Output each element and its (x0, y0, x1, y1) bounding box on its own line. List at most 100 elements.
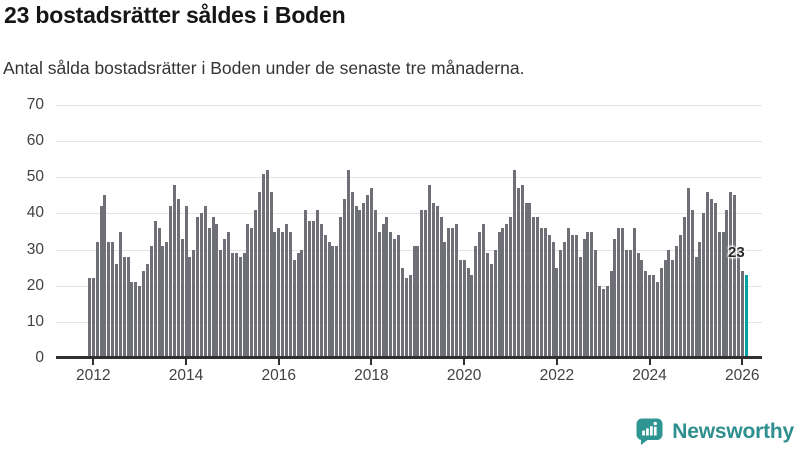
bar (234, 253, 238, 358)
bar (126, 256, 130, 358)
bar (254, 209, 258, 358)
bar (713, 202, 717, 358)
bar (489, 264, 493, 358)
bar (663, 260, 667, 358)
y-axis-tick-label: 50 (26, 168, 44, 186)
bar (509, 217, 513, 358)
bar (470, 274, 474, 358)
bar (737, 249, 741, 358)
x-axis-tick (555, 359, 558, 365)
bar (439, 217, 443, 358)
bar (601, 289, 605, 358)
bar (679, 235, 683, 358)
brand-name: Newsworthy (672, 419, 794, 443)
bar (451, 227, 455, 358)
x-axis-tick (92, 359, 95, 365)
x-axis-tick (185, 359, 187, 365)
bar (196, 217, 200, 358)
bar (342, 198, 346, 358)
bar (331, 245, 335, 358)
bar (597, 285, 601, 358)
bar (427, 184, 431, 358)
bar (648, 274, 652, 358)
bar (667, 249, 671, 358)
bar (111, 242, 115, 358)
bar (447, 227, 451, 358)
bar (455, 224, 458, 358)
bar (400, 267, 404, 358)
bar (733, 195, 737, 358)
bar (466, 267, 470, 358)
x-axis-tick-label: 2018 (354, 367, 389, 384)
bar (725, 209, 729, 358)
y-axis-tick-label: 10 (26, 312, 44, 330)
bar (540, 227, 543, 358)
bar (203, 206, 207, 358)
bar (312, 220, 316, 358)
bar (505, 224, 509, 358)
bar (142, 271, 146, 358)
bar (319, 224, 323, 358)
bar (370, 188, 374, 358)
bar (261, 173, 265, 358)
bar (130, 282, 134, 358)
bar (516, 188, 520, 358)
bar (536, 217, 540, 358)
bar (118, 231, 122, 358)
bar (609, 271, 613, 358)
bar (269, 191, 273, 358)
bar (640, 260, 644, 358)
bar (393, 238, 397, 358)
bar (559, 249, 563, 358)
bar (485, 253, 489, 358)
x-axis-tick (463, 359, 466, 365)
bar (257, 191, 261, 358)
bar (161, 245, 165, 358)
bar (520, 184, 524, 358)
bar (690, 209, 694, 358)
bar (281, 231, 285, 358)
bar-chart-speech-bubble-icon (636, 418, 663, 445)
gridline (56, 213, 762, 215)
bar (578, 256, 582, 358)
y-axis-tick-label: 60 (26, 132, 44, 150)
bar (165, 242, 169, 358)
newsworthy-logo: Newsworthy (635, 417, 794, 446)
bar (304, 209, 308, 358)
bar (192, 249, 196, 358)
bar (107, 242, 111, 358)
bar (671, 260, 675, 358)
bar (211, 217, 215, 358)
bar (296, 253, 300, 358)
bar (176, 198, 180, 358)
value-label: 23 (728, 244, 745, 261)
bar (358, 209, 362, 358)
x-axis-tick (741, 359, 744, 365)
x-axis-tick (277, 359, 280, 365)
bar (397, 235, 401, 358)
bar (420, 209, 424, 358)
bar (335, 245, 339, 358)
bar (524, 202, 528, 358)
x-axis-tick-label: 2024 (632, 367, 667, 384)
bar (200, 213, 204, 358)
x-axis-tick-label: 2022 (539, 367, 575, 384)
bar (435, 206, 439, 358)
bar (594, 249, 598, 358)
bar (424, 209, 428, 358)
x-axis-tick-label: 2026 (725, 367, 760, 384)
x-axis-tick-label: 2014 (168, 367, 204, 384)
bar (238, 256, 242, 358)
bar (385, 217, 389, 358)
bar (706, 191, 710, 358)
bar (740, 271, 744, 358)
bar (373, 209, 377, 358)
bar (528, 202, 532, 358)
bar (207, 227, 211, 358)
bar (698, 242, 702, 358)
bar (501, 227, 505, 358)
bar (354, 206, 358, 358)
bar (103, 195, 107, 358)
gridline (56, 177, 762, 179)
bar (250, 227, 254, 358)
